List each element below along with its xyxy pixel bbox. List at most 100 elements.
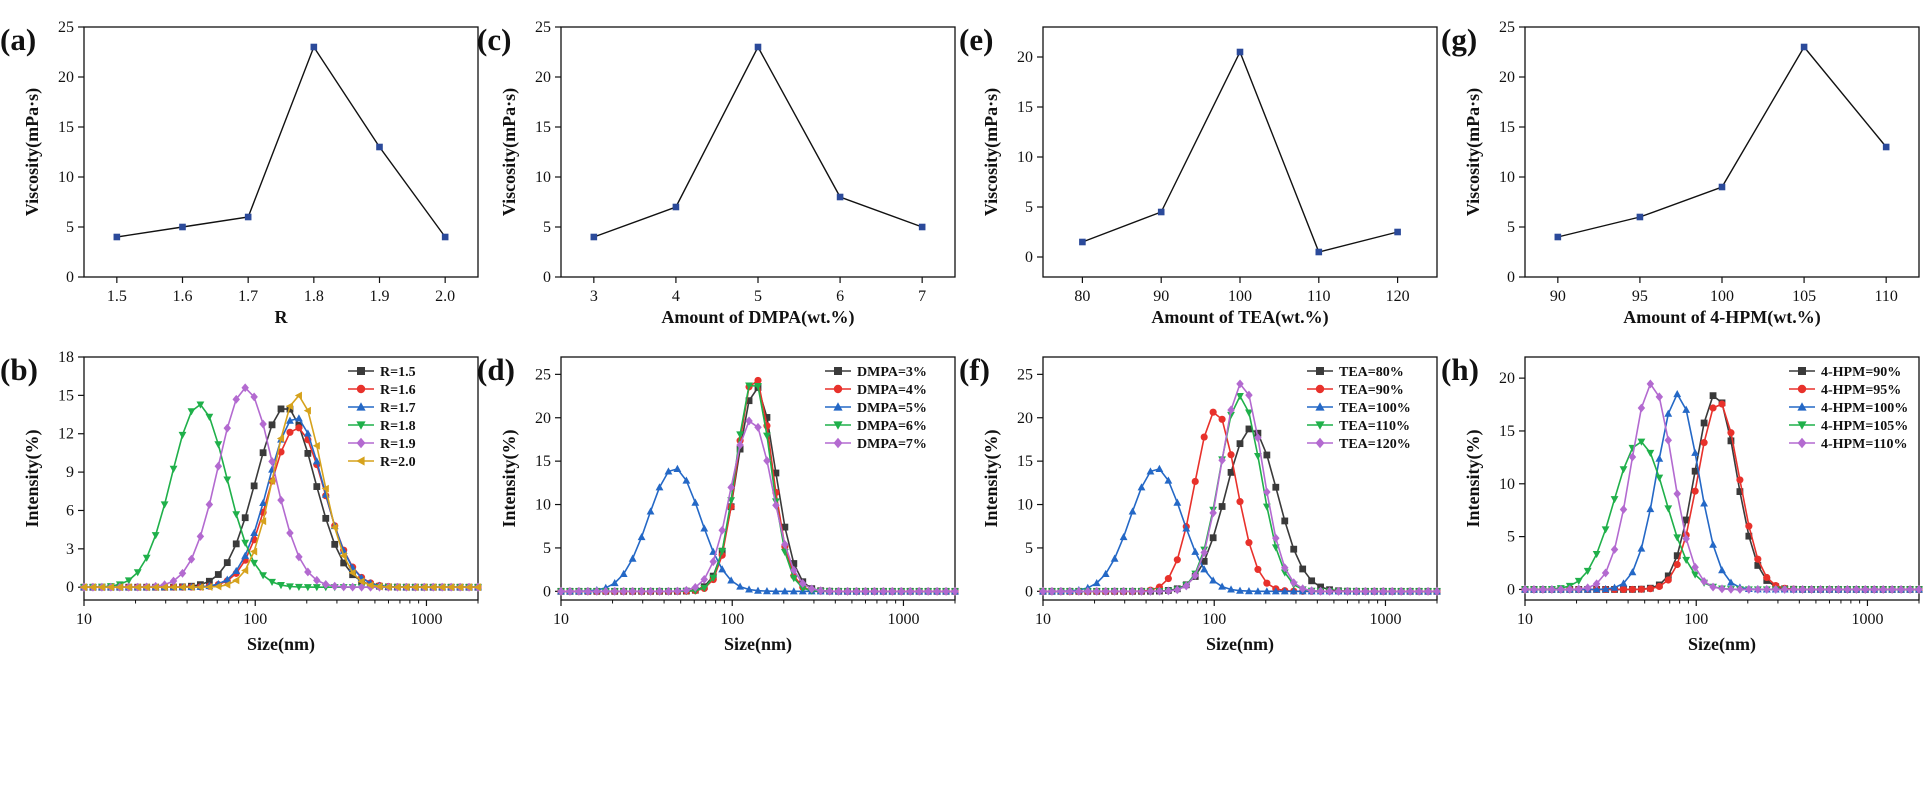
data-point (1709, 392, 1717, 400)
y-tick-label: 25 (58, 19, 74, 36)
y-tick-label: 0 (1507, 581, 1515, 598)
data-point (1254, 565, 1262, 574)
data-point (244, 213, 252, 221)
data-point (1281, 563, 1289, 573)
data-point (339, 582, 348, 592)
x-axis-title: Size(nm) (1688, 634, 1756, 655)
data-point (628, 586, 637, 596)
data-point (223, 476, 232, 484)
data-point (312, 441, 320, 450)
y-tick-label: 0 (1025, 249, 1033, 266)
y-tick-label: 20 (535, 69, 551, 86)
data-point (700, 574, 709, 584)
series-TEA=120% (1039, 379, 1441, 596)
data-point (133, 569, 142, 577)
legend-label: 4-HPM=95% (1821, 383, 1901, 398)
data-point (1583, 583, 1592, 593)
data-point (1173, 585, 1182, 595)
data-point (593, 586, 601, 596)
data-point (1079, 238, 1086, 246)
data-point (1227, 411, 1235, 419)
data-point (610, 586, 619, 596)
data-point (375, 582, 383, 591)
data-point (1915, 585, 1923, 594)
data-point (232, 511, 241, 519)
legend-marker (1315, 402, 1325, 411)
plot-frame (560, 356, 956, 601)
data-point (160, 583, 168, 592)
data-point (160, 501, 169, 509)
data-point (709, 557, 717, 567)
data-point (1798, 585, 1807, 594)
data-point (1227, 451, 1235, 459)
data-point (1592, 551, 1601, 559)
data-point (376, 143, 383, 151)
legend-item: TEA=100% (1307, 401, 1411, 416)
data-point (1691, 562, 1699, 572)
series-DMPA=5% (557, 464, 959, 595)
data-point (1325, 586, 1334, 596)
plot-frame (1524, 356, 1920, 601)
data-point (438, 583, 446, 592)
legend-label: TEA=120% (1339, 437, 1411, 452)
legend-item: R=1.8 (348, 419, 416, 434)
y-tick-label: 0 (543, 583, 551, 600)
x-axis-title: Amount of TEA(wt.%) (1151, 307, 1328, 328)
legend-marker (1798, 367, 1806, 375)
series-line (1082, 50, 1398, 253)
series-line (84, 386, 478, 589)
y-tick-label: 5 (1507, 219, 1515, 236)
data-point (646, 586, 655, 596)
y-tick-label: 20 (1499, 370, 1515, 387)
data-point (1592, 585, 1601, 593)
data-point (310, 43, 318, 51)
data-point (250, 392, 258, 402)
x-axis-title: Size(nm) (1206, 634, 1274, 655)
panel-a: (a) 0 5 10 15 20 25 1.5 1.6 1.7 1.8 1.9 2.0 R Viscosit… (0, 19, 479, 327)
legend-marker (834, 367, 842, 375)
data-point (718, 565, 727, 573)
data-point (1236, 393, 1244, 401)
data-point (1691, 571, 1700, 579)
data-point (1394, 228, 1401, 236)
data-point (745, 382, 753, 390)
data-point (1209, 408, 1217, 416)
data-point (277, 582, 285, 590)
data-point (1092, 579, 1101, 587)
data-point (331, 540, 339, 548)
data-point (241, 383, 249, 393)
data-point (1316, 586, 1325, 596)
data-point (268, 421, 276, 429)
data-point (178, 431, 187, 440)
data-point (232, 576, 240, 585)
series-4-HPM=110% (1521, 379, 1923, 594)
data-point (441, 233, 449, 241)
data-point (745, 585, 753, 593)
data-point (861, 586, 870, 596)
legend-label: R=1.7 (380, 401, 416, 416)
data-point (1897, 585, 1905, 594)
data-point (330, 523, 338, 532)
data-point (1298, 584, 1307, 594)
data-point (1066, 586, 1074, 596)
data-point (1281, 517, 1289, 525)
legend-item: 4-HPM=110% (1789, 437, 1908, 452)
data-point (942, 586, 950, 596)
data-point (1574, 577, 1583, 585)
data-point (1882, 143, 1890, 151)
data-point (196, 401, 205, 409)
data-point (1646, 504, 1655, 513)
panel-label: (d) (477, 352, 515, 387)
legend-label: TEA=110% (1339, 419, 1410, 434)
y-tick-label: 0 (543, 269, 551, 286)
data-point (313, 483, 321, 490)
legend-label: R=1.6 (380, 383, 416, 398)
data-point (312, 457, 321, 465)
data-point (286, 528, 294, 538)
data-point (906, 586, 914, 596)
panel-e: (e) 0 5 10 15 20 80 90 100 110 120 Amount of TEA(wt… (959, 22, 1438, 328)
data-point (682, 476, 691, 484)
legend-marker (356, 384, 366, 394)
data-point (124, 583, 132, 592)
data-point (655, 586, 664, 596)
